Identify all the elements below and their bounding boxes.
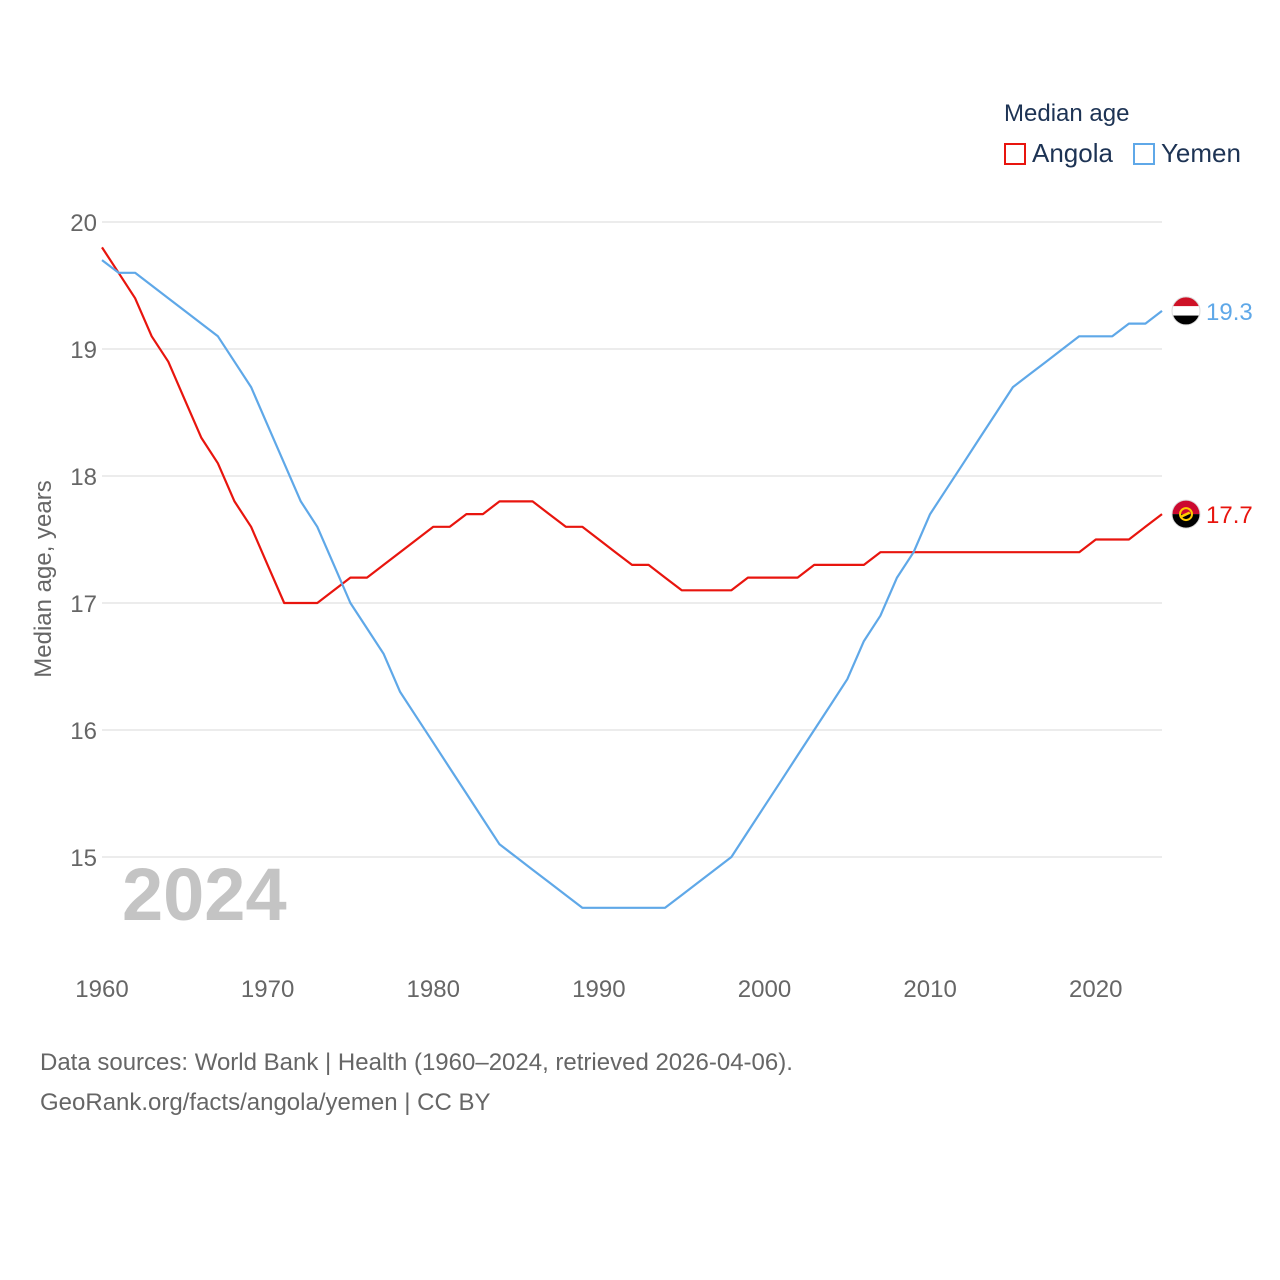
x-tick-label-1990: 1990	[572, 976, 625, 1003]
legend-label-angola: Angola	[1032, 138, 1113, 168]
series-lines	[101, 246, 1163, 909]
series-line-angola[interactable]	[101, 246, 1163, 605]
line-chart: 15 16 17 18 19 20 1960 1970 1980 1990 2000 2010 202…	[30, 210, 1253, 1003]
flag-yemen-icon	[1171, 296, 1201, 326]
legend: Median age Angola Yemen	[1004, 100, 1241, 169]
end-label-angola: 17.7	[1206, 502, 1253, 529]
legend-title: Median age	[1004, 100, 1130, 127]
footer: Data sources: World Bank | Health (1960–…	[40, 1043, 793, 1123]
year-watermark: 2024	[122, 853, 287, 936]
license-link-text[interactable]: GeoRank.org/facts/angola/yemen | CC BY	[40, 1089, 491, 1116]
x-tick-label-2000: 2000	[738, 976, 791, 1003]
y-tick-label-18: 18	[70, 464, 97, 491]
x-tick-label-1970: 1970	[241, 976, 294, 1003]
legend-swatch-yemen	[1132, 142, 1155, 165]
y-tick-label-16: 16	[70, 718, 97, 745]
x-tick-label-1980: 1980	[407, 976, 460, 1003]
y-axis-label: Median age, years	[30, 480, 57, 677]
legend-items: Angola Yemen	[1004, 138, 1241, 169]
flag-angola-icon	[1171, 499, 1201, 529]
x-axis-ticks: 1960 1970 1980 1990 2000 2010 2020	[75, 976, 1122, 1003]
x-tick-label-2010: 2010	[903, 976, 956, 1003]
legend-item-yemen[interactable]: Yemen	[1132, 138, 1241, 169]
y-tick-label-17: 17	[70, 591, 97, 618]
series-end-labels: 17.7 19.3	[1171, 296, 1253, 529]
end-label-yemen: 19.3	[1206, 299, 1253, 326]
gridlines	[102, 221, 1162, 858]
x-tick-label-1960: 1960	[75, 976, 128, 1003]
legend-item-angola[interactable]: Angola	[1004, 138, 1113, 169]
y-axis-ticks: 15 16 17 18 19 20	[70, 210, 97, 872]
legend-swatch-angola	[1004, 142, 1026, 165]
legend-label-yemen: Yemen	[1160, 138, 1241, 168]
data-sources-text: Data sources: World Bank | Health (1960–…	[40, 1049, 793, 1076]
series-line-yemen[interactable]	[101, 259, 1163, 909]
y-tick-label-20: 20	[70, 210, 97, 237]
x-tick-label-2020: 2020	[1069, 976, 1122, 1003]
y-tick-label-19: 19	[70, 337, 97, 364]
y-tick-label-15: 15	[70, 845, 97, 872]
